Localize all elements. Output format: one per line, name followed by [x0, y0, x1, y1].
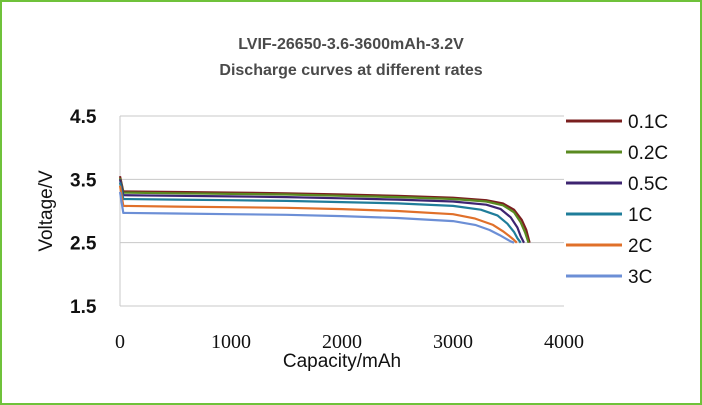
x-tick-label: 4000 [544, 331, 584, 353]
legend-label: 3C [628, 267, 652, 288]
series-line-0.1C [118, 175, 531, 243]
y-tick-label: 1.5 [70, 297, 97, 318]
x-tick-label: 3000 [433, 331, 473, 353]
x-tick-label: 1000 [211, 331, 251, 353]
legend-label: 2C [628, 236, 652, 257]
chart-title: LVIF-26650-3.6-3600mAh-3.2V [238, 36, 464, 53]
series-line-1C [118, 182, 522, 244]
y-tick-label: 4.5 [70, 107, 97, 128]
legend-label: 0.1C [628, 112, 668, 133]
y-tick-label: 3.5 [70, 170, 97, 191]
series-line-0.2C [118, 177, 530, 244]
y-axis-label: Voltage/V [36, 170, 57, 252]
series-line-2C [118, 185, 518, 244]
x-tick-label: 2000 [322, 331, 362, 353]
chart-subtitle: Discharge curves at different rates [219, 62, 483, 79]
series-line-3C [118, 191, 515, 244]
y-tick-label: 2.5 [70, 234, 97, 255]
legend-label: 1C [628, 205, 652, 226]
x-tick-label: 0 [115, 331, 125, 353]
x-axis-label: Capacity/mAh [283, 351, 401, 372]
series-line-0.5C [118, 179, 525, 244]
legend-label: 0.5C [628, 174, 668, 195]
legend-label: 0.2C [628, 143, 668, 164]
